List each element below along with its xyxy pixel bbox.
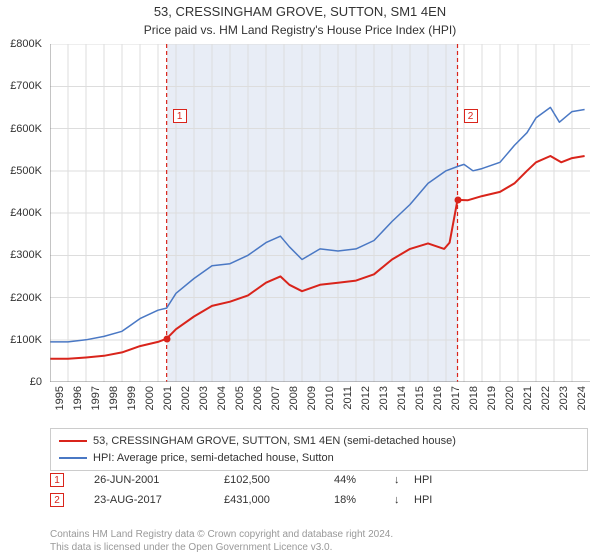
legend-label: 53, CRESSINGHAM GROVE, SUTTON, SM1 4EN (… [93, 433, 456, 450]
sale-pct: 18% [334, 494, 394, 506]
x-tick-label: 2002 [180, 386, 192, 410]
x-tick-label: 2006 [252, 386, 264, 410]
sale-price: £102,500 [224, 474, 334, 486]
legend: 53, CRESSINGHAM GROVE, SUTTON, SM1 4EN (… [50, 428, 588, 471]
x-tick-label: 2019 [486, 386, 498, 410]
y-tick-label: £800K [10, 38, 42, 50]
y-axis-labels: £0£100K£200K£300K£400K£500K£600K£700K£80… [0, 44, 46, 382]
chart-subtitle: Price paid vs. HM Land Registry's House … [0, 23, 600, 37]
sale-marker-1: 1 [173, 109, 187, 123]
footer-line-2: This data is licensed under the Open Gov… [50, 541, 393, 554]
x-tick-label: 2008 [288, 386, 300, 410]
y-tick-label: £400K [10, 207, 42, 219]
x-tick-label: 2015 [414, 386, 426, 410]
x-tick-label: 1999 [126, 386, 138, 410]
footer-attribution: Contains HM Land Registry data © Crown c… [50, 528, 393, 554]
x-tick-label: 2022 [540, 386, 552, 410]
x-tick-label: 2012 [360, 386, 372, 410]
sale-point [454, 196, 461, 203]
x-tick-label: 2016 [432, 386, 444, 410]
sale-row-marker: 1 [50, 473, 64, 487]
legend-swatch [59, 440, 87, 442]
x-tick-label: 2000 [144, 386, 156, 410]
x-tick-label: 2023 [558, 386, 570, 410]
x-tick-label: 1998 [108, 386, 120, 410]
y-tick-label: £0 [30, 376, 42, 388]
legend-item: HPI: Average price, semi-detached house,… [59, 450, 579, 467]
y-tick-label: £300K [10, 249, 42, 261]
x-tick-label: 2018 [468, 386, 480, 410]
x-tick-label: 2009 [306, 386, 318, 410]
x-tick-label: 2003 [198, 386, 210, 410]
y-tick-label: £200K [10, 292, 42, 304]
y-tick-label: £600K [10, 123, 42, 135]
x-tick-label: 2007 [270, 386, 282, 410]
x-tick-label: 1997 [90, 386, 102, 410]
legend-item: 53, CRESSINGHAM GROVE, SUTTON, SM1 4EN (… [59, 433, 579, 450]
x-tick-label: 2013 [378, 386, 390, 410]
sale-hpi: HPI [414, 494, 432, 506]
series-price_paid [50, 156, 585, 359]
footer-line-1: Contains HM Land Registry data © Crown c… [50, 528, 393, 541]
x-tick-label: 2024 [576, 386, 588, 410]
x-tick-label: 2001 [162, 386, 174, 410]
sale-row: 2 23-AUG-2017£431,00018%↓HPI [50, 490, 588, 510]
sale-row: 1 26-JUN-2001£102,50044%↓HPI [50, 470, 588, 490]
chart-plot-area: 12 [50, 44, 590, 382]
sale-arrow: ↓ [394, 494, 414, 506]
x-tick-label: 1996 [72, 386, 84, 410]
y-tick-label: £700K [10, 80, 42, 92]
x-tick-label: 2020 [504, 386, 516, 410]
sale-row-marker: 2 [50, 493, 64, 507]
sales-table: 1 26-JUN-2001£102,50044%↓HPI 2 23-AUG-2017£… [50, 470, 588, 510]
y-tick-label: £500K [10, 165, 42, 177]
sale-date: 23-AUG-2017 [94, 494, 224, 506]
y-tick-label: £100K [10, 334, 42, 346]
x-tick-label: 2005 [234, 386, 246, 410]
legend-label: HPI: Average price, semi-detached house,… [93, 450, 334, 467]
chart-title: 53, CRESSINGHAM GROVE, SUTTON, SM1 4EN [0, 4, 600, 21]
x-tick-label: 2021 [522, 386, 534, 410]
x-tick-label: 2011 [342, 386, 354, 410]
x-tick-label: 2014 [396, 386, 408, 410]
sale-pct: 44% [334, 474, 394, 486]
x-tick-label: 1995 [54, 386, 66, 410]
x-axis-labels: 1995 1996 1997 1998 1999 2000 2001 2002 2003 2004… [50, 384, 590, 426]
x-tick-label: 2004 [216, 386, 228, 410]
x-tick-label: 2017 [450, 386, 462, 410]
sale-point [163, 335, 170, 342]
x-tick-label: 2010 [324, 386, 336, 410]
sale-marker-2: 2 [464, 109, 478, 123]
sale-price: £431,000 [224, 494, 334, 506]
sale-arrow: ↓ [394, 474, 414, 486]
sale-hpi: HPI [414, 474, 432, 486]
sale-date: 26-JUN-2001 [94, 474, 224, 486]
series-hpi [50, 107, 585, 342]
legend-swatch [59, 457, 87, 459]
